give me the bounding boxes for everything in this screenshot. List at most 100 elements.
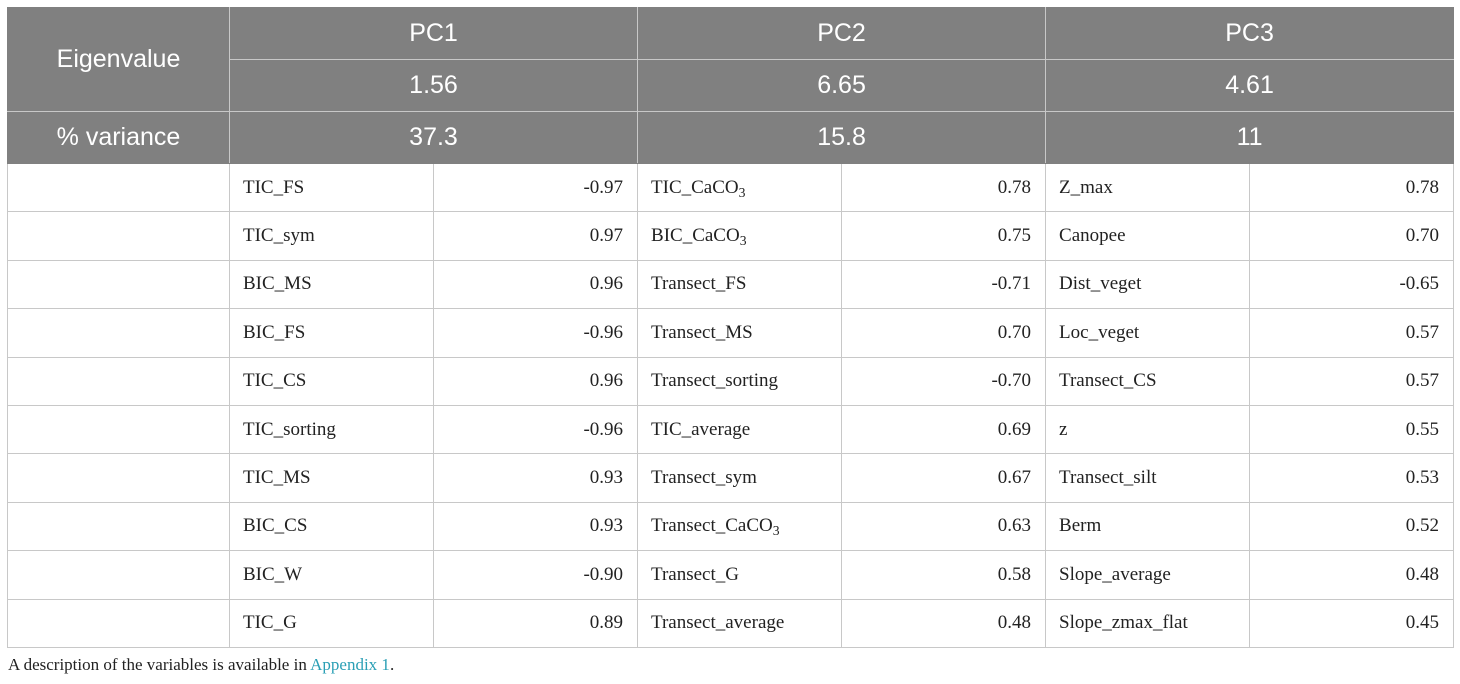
pc3-header: PC3 (1045, 7, 1455, 60)
variable-name: TIC_sorting (243, 418, 336, 440)
pc1-variable: TIC_CS (229, 356, 434, 406)
variable-name: TIC_G (243, 612, 297, 634)
header-row-variance: % variance 37.3 15.8 11 (7, 111, 1455, 164)
row-label-cell (7, 308, 230, 358)
pc1-loading: -0.90 (432, 550, 639, 600)
row-label-cell (7, 404, 230, 455)
pc3-loading: -0.65 (1249, 259, 1455, 310)
pc1-loading: 0.97 (432, 211, 639, 261)
footnote-text: A description of the variables is availa… (8, 655, 311, 674)
pc2-variable: Transect_average (637, 598, 843, 648)
variable-name: BIC_W (243, 563, 303, 585)
pc2-loading: 0.75 (841, 211, 1047, 261)
pc2-loading: 0.78 (841, 162, 1047, 213)
variable-name: Transect_sorting (651, 370, 779, 392)
variable-name: Dist_veget (1059, 273, 1142, 295)
loadings-body: TIC_FS -0.97 TIC_CaCO3 0.78 Z_max 0.78 TIC_sym… (7, 162, 1455, 648)
pc3-loading: 0.57 (1249, 308, 1455, 358)
pc3-variable: Slope_zmax_flat (1045, 598, 1251, 648)
pc1-loading: -0.96 (432, 308, 639, 358)
pc3-loading: 0.52 (1249, 501, 1455, 552)
pc1-variable: TIC_sorting (229, 404, 434, 455)
table-row: TIC_FS -0.97 TIC_CaCO3 0.78 Z_max 0.78 (7, 162, 1455, 213)
variable-name: Transect_sym (651, 467, 757, 489)
pc1-loading: -0.97 (432, 162, 639, 213)
pc2-variance: 15.8 (637, 111, 1047, 164)
variable-subscript: 3 (738, 184, 746, 200)
row-label-cell (7, 259, 230, 310)
pc2-header: PC2 (637, 7, 1047, 60)
pc3-loading: 0.55 (1249, 404, 1455, 455)
variable-name: TIC_sym (243, 225, 315, 247)
pc3-variable: Z_max (1045, 162, 1251, 213)
pc1-variable: TIC_G (229, 598, 434, 648)
variable-name: BIC_CaCO (651, 225, 740, 247)
footnote-end: . (389, 655, 395, 674)
pc3-variable: Slope_average (1045, 550, 1251, 600)
variable-name: TIC_MS (243, 467, 311, 489)
pc2-variable: TIC_average (637, 404, 843, 455)
pc1-loading: 0.96 (432, 356, 639, 406)
pca-loadings-table: Eigenvalue PC1 PC2 PC3 1.56 6.65 4.61 % … (7, 7, 1455, 648)
variable-name: Transect_CaCO (651, 515, 773, 537)
pc2-variable: Transect_sym (637, 453, 843, 503)
variable-name: BIC_MS (243, 273, 312, 295)
table-row: BIC_W -0.90 Transect_G 0.58 Slope_average 0.4… (7, 550, 1455, 600)
pc2-loading: 0.70 (841, 308, 1047, 358)
pc2-variable: Transect_FS (637, 259, 843, 310)
pc2-variable: BIC_CaCO3 (637, 211, 843, 261)
row-label-cell (7, 453, 230, 503)
variable-name: TIC_CS (243, 370, 307, 392)
pc1-variance: 37.3 (228, 111, 639, 164)
variable-name: Slope_average (1059, 563, 1171, 585)
variable-subscript: 3 (772, 523, 780, 539)
pc2-loading: -0.70 (841, 356, 1047, 406)
pc3-variable: Canopee (1045, 211, 1251, 261)
pc1-variable: TIC_FS (229, 162, 434, 213)
row-label-cell (7, 211, 230, 261)
pc2-variable: Transect_MS (637, 308, 843, 358)
pc1-variable: BIC_W (229, 550, 434, 600)
pc3-variance: 11 (1045, 111, 1455, 164)
variance-label: % variance (7, 111, 230, 164)
variable-name: Slope_zmax_flat (1059, 612, 1188, 634)
pc3-loading: 0.48 (1249, 550, 1455, 600)
pc3-loading: 0.53 (1249, 453, 1455, 503)
appendix-link[interactable]: Appendix 1 (310, 655, 390, 674)
variable-name: z (1059, 418, 1068, 440)
variable-name: Transect_CS (1059, 370, 1157, 392)
variable-name: Canopee (1059, 225, 1126, 247)
pc2-loading: 0.48 (841, 598, 1047, 648)
pc1-variable: TIC_sym (229, 211, 434, 261)
pc1-header: PC1 (228, 7, 639, 60)
variable-name: Berm (1059, 515, 1102, 537)
pc1-loading: 0.93 (432, 501, 639, 552)
pc3-variable: Berm (1045, 501, 1251, 552)
row-label-cell (7, 550, 230, 600)
pc3-loading: 0.78 (1249, 162, 1455, 213)
pc3-variable: Dist_veget (1045, 259, 1251, 310)
pc1-variable: BIC_FS (229, 308, 434, 358)
pc2-loading: 0.58 (841, 550, 1047, 600)
table-row: BIC_CS 0.93 Transect_CaCO3 0.63 Berm 0.52 (7, 501, 1455, 552)
variable-name: Transect_G (651, 563, 739, 585)
pc1-loading: 0.93 (432, 453, 639, 503)
table-row: TIC_MS 0.93 Transect_sym 0.67 Transect_silt 0… (7, 453, 1455, 503)
pc3-eigenvalue: 4.61 (1045, 59, 1455, 112)
variable-name: Transect_FS (651, 273, 747, 295)
pc1-loading: -0.96 (432, 404, 639, 455)
variable-name: Z_max (1059, 176, 1113, 198)
pc1-variable: BIC_MS (229, 259, 434, 310)
pc3-variable: Transect_silt (1045, 453, 1251, 503)
row-label-cell (7, 162, 230, 213)
pc2-loading: 0.69 (841, 404, 1047, 455)
pc1-variable: TIC_MS (229, 453, 434, 503)
pc2-variable: TIC_CaCO3 (637, 162, 843, 213)
variable-name: BIC_FS (243, 321, 306, 343)
pc2-eigenvalue: 6.65 (637, 59, 1047, 112)
table-row: TIC_CS 0.96 Transect_sorting -0.70 Transect_… (7, 356, 1455, 406)
pc1-eigenvalue: 1.56 (228, 59, 639, 112)
variable-name: TIC_CaCO (651, 176, 739, 198)
eigenvalue-label: Eigenvalue (7, 7, 230, 112)
variable-name: Transect_average (651, 612, 785, 634)
